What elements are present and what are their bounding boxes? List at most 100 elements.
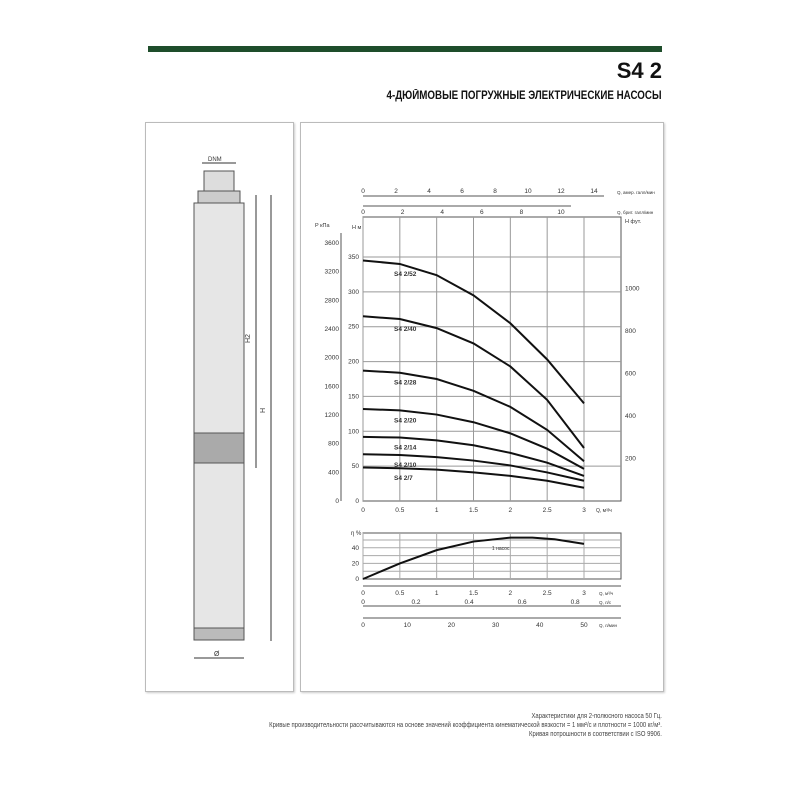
top-tick-label: 0 — [361, 209, 365, 216]
eff-tick-label: 20 — [352, 560, 360, 567]
bottom-tick-label: 0.2 — [412, 599, 421, 606]
x-tick-label: 2 — [509, 507, 513, 514]
chart-frame: 0 0.5 1 1.5 2 2.5 3 0 50 100 150 200 250 300 350 Q, м³/… — [300, 122, 664, 692]
top-tick-label: 4 — [427, 188, 431, 195]
kpa-tick-label: 3200 — [325, 269, 340, 276]
x-tick-label: 1.5 — [469, 507, 478, 514]
kpa-tick-label: 2800 — [325, 297, 340, 304]
y-tick-label: 0 — [355, 498, 359, 505]
bottom-tick-label: 0 — [361, 622, 365, 629]
y-tick-label: 200 — [348, 359, 359, 366]
bottom-tick-label: 20 — [448, 622, 456, 629]
pump-drawing-frame: DNM H2 H Ø — [145, 122, 294, 692]
kpa-tick-label: 2400 — [325, 326, 340, 333]
bottom-tick-label: 30 — [492, 622, 500, 629]
note: Кривые производительности рассчитываются… — [269, 720, 662, 729]
x-tick-label: 0 — [361, 507, 365, 514]
pump-curve — [362, 435, 585, 477]
kpa-tick-label: 2000 — [325, 355, 340, 362]
top-tick-label: 0 — [361, 188, 365, 195]
y-tick-label: 150 — [348, 393, 359, 400]
top-tick-label: 2 — [394, 188, 398, 195]
bottom-tick-label: 2 — [509, 590, 513, 597]
bottom-axis-label: Q, л/с — [599, 600, 612, 605]
diameter-label: Ø — [214, 651, 220, 658]
eff-axis-label: η % — [351, 531, 362, 537]
top-tick-label: 10 — [557, 209, 565, 216]
note: Кривая потрошности в соответствии с ISO … — [529, 729, 662, 738]
pump-curve — [362, 453, 585, 482]
eff-tick-label: 40 — [352, 545, 360, 552]
pump-curve — [362, 407, 585, 470]
curve-label: S4 2/40 — [394, 326, 417, 333]
note: Характеристики для 2-полюсного насоса 50… — [531, 711, 662, 720]
top-tick-label: 4 — [440, 209, 444, 216]
eff-tick-label: 0 — [355, 576, 359, 583]
subtitle: 4-ДЮЙМОВЫЕ ПОГРУЖНЫЕ ЭЛЕКТРИЧЕСКИЕ НАСОС… — [386, 90, 662, 102]
top-tick-label: 14 — [590, 188, 598, 195]
pump-drawing: DNM H2 H Ø — [193, 157, 272, 659]
bottom-tick-label: 3 — [582, 590, 586, 597]
bottom-tick-label: 0.6 — [518, 599, 527, 606]
pump-curve — [362, 315, 585, 449]
efficiency-annotation: 1 насос — [492, 546, 510, 552]
bottom-tick-label: 0.5 — [395, 590, 404, 597]
ft-axis-label: H фут. — [625, 219, 642, 225]
bottom-tick-label: 40 — [536, 622, 544, 629]
y-tick-label: 100 — [348, 428, 359, 435]
dnm-label: DNM — [208, 157, 222, 163]
y-tick-label: 50 — [352, 463, 360, 470]
top-tick-label: 8 — [493, 188, 497, 195]
bottom-tick-label: 0.8 — [571, 599, 580, 606]
footnotes: Характеристики для 2-полюсного насоса 50… — [269, 711, 662, 738]
top-axis-label: Q, брит. галл/мин — [617, 210, 654, 215]
x-tick-label: 1 — [435, 507, 439, 514]
bottom-tick-label: 0 — [361, 599, 365, 606]
bottom-tick-label: 10 — [404, 622, 412, 629]
curve-label: S4 2/7 — [394, 475, 413, 482]
kpa-tick-label: 3600 — [325, 240, 340, 247]
bottom-axis-label: Q, л/мин — [599, 623, 617, 628]
curve-label: S4 2/52 — [394, 271, 417, 278]
model-title: S4 2 — [616, 58, 662, 83]
kpa-tick-label: 800 — [328, 441, 339, 448]
bottom-tick-label: 1.5 — [469, 590, 478, 597]
x-tick-label: 3 — [582, 507, 586, 514]
top-tick-label: 8 — [520, 209, 524, 216]
h-label: H — [260, 408, 267, 413]
y-tick-label: 350 — [348, 254, 359, 261]
bottom-tick-label: 0.4 — [465, 599, 474, 606]
ft-tick-label: 400 — [625, 413, 636, 420]
x-tick-label: 2.5 — [543, 507, 552, 514]
top-tick-label: 6 — [480, 209, 484, 216]
y-axis-label: H м — [352, 225, 362, 231]
bottom-tick-label: 2.5 — [543, 590, 552, 597]
kpa-tick-label: 0 — [335, 498, 339, 505]
h2-label: H2 — [245, 334, 252, 343]
ft-tick-label: 1000 — [625, 286, 640, 293]
curve-label: S4 2/20 — [394, 417, 417, 424]
top-tick-label: 2 — [401, 209, 405, 216]
ft-tick-label: 600 — [625, 371, 636, 378]
curve-label: S4 2/14 — [394, 445, 417, 452]
top-axis-label: Q, амер. галл/мин — [617, 190, 655, 195]
bottom-tick-label: 1 — [435, 590, 439, 597]
bottom-tick-label: 0 — [361, 590, 365, 597]
bottom-axis-label: Q, м³/ч — [599, 591, 614, 596]
pump-curve — [362, 259, 585, 405]
plot-area — [362, 216, 622, 502]
y-tick-label: 250 — [348, 324, 359, 331]
curve-label: S4 2/28 — [394, 380, 417, 387]
ft-tick-label: 200 — [625, 456, 636, 463]
x-axis-label: Q, м³/ч — [596, 508, 612, 514]
kpa-tick-label: 400 — [328, 469, 339, 476]
header-bar — [148, 46, 662, 52]
kpa-tick-label: 1600 — [325, 383, 340, 390]
curve-label: S4 2/10 — [394, 462, 417, 469]
kpa-axis-label: P кПа — [315, 223, 330, 229]
pump-curve — [362, 466, 585, 489]
bottom-tick-label: 50 — [580, 622, 588, 629]
top-tick-label: 10 — [524, 188, 532, 195]
